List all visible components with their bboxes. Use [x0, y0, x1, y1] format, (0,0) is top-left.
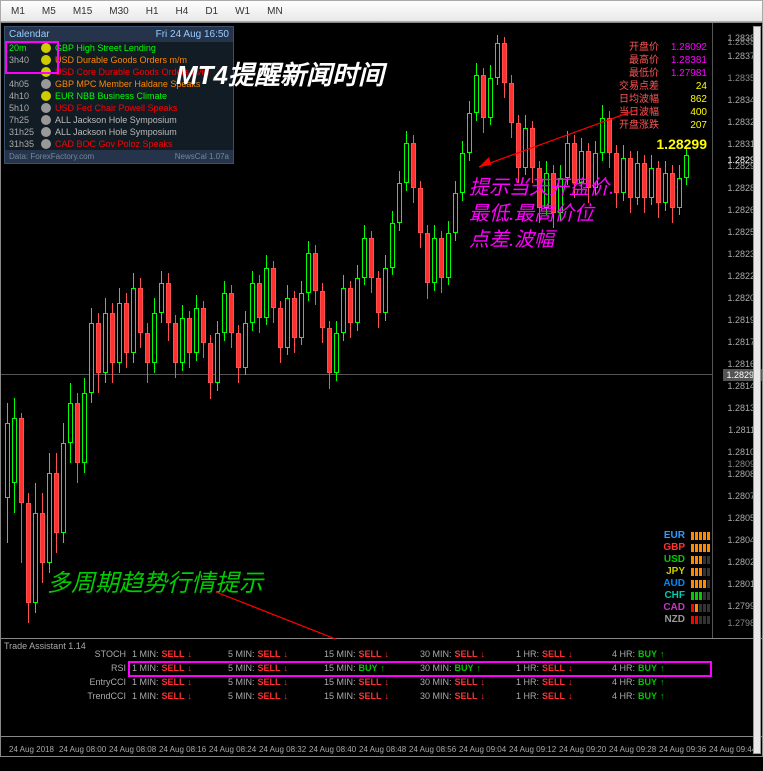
calendar-footer: Data: ForexFactory.com NewsCal 1.07a — [5, 150, 233, 163]
calendar-item[interactable]: 31h35CAD BOC Gov Poloz Speaks — [5, 138, 233, 150]
indicator-row-trendcci: TrendCCI1 MIN:SELL↓5 MIN:SELL↓15 MIN:SEL… — [76, 689, 702, 703]
highlight-box-rsi — [128, 661, 712, 677]
timeframe-m30[interactable]: M30 — [102, 3, 135, 20]
timeframe-h4[interactable]: H4 — [169, 3, 196, 20]
timeframe-toolbar: M1M5M15M30H1H4D1W1MN — [0, 0, 763, 22]
annotation-info: 提示当天开盘价. 最低.最高价位 点差.波幅 — [469, 175, 614, 253]
timeframe-m5[interactable]: M5 — [35, 3, 63, 20]
strength-jpy: JPY — [663, 566, 710, 578]
currency-strength-panel: EURGBPUSDJPYAUDCHFCADNZD — [663, 530, 710, 626]
timeframe-d1[interactable]: D1 — [198, 3, 225, 20]
scrollbar-vertical[interactable] — [753, 26, 761, 754]
calendar-datetime: Fri 24 Aug 16:50 — [156, 29, 229, 40]
calendar-item[interactable]: 31h25ALL Jackson Hole Symposium — [5, 126, 233, 138]
chart-area[interactable]: Calendar Fri 24 Aug 16:50 20mGBP High St… — [0, 22, 763, 639]
calendar-title: Calendar — [9, 29, 50, 40]
calendar-header: Calendar Fri 24 Aug 16:50 — [5, 27, 233, 42]
timeframe-h1[interactable]: H1 — [139, 3, 166, 20]
highlight-box-time — [5, 41, 59, 74]
strength-gbp: GBP — [663, 542, 710, 554]
indicator-title: Trade Assistant 1.14 — [4, 641, 86, 651]
price-info-panel: 开盘价1.28092最高价1.28381最低价1.27981交易点差24日均波幅… — [619, 41, 707, 152]
calendar-item[interactable]: 5h10USD Fed Chair Powell Speaks — [5, 102, 233, 114]
timeframe-mn[interactable]: MN — [260, 3, 290, 20]
annotation-trend: 多周期趋势行情提示 — [47, 563, 263, 598]
calendar-source: Data: ForexFactory.com — [9, 152, 94, 161]
strength-aud: AUD — [663, 578, 710, 590]
calendar-item[interactable]: 7h25ALL Jackson Hole Symposium — [5, 114, 233, 126]
strength-usd: USD — [663, 554, 710, 566]
timeframe-w1[interactable]: W1 — [228, 3, 257, 20]
strength-nzd: NZD — [663, 614, 710, 626]
trade-assistant-panel[interactable]: Trade Assistant 1.14 STOCH1 MIN:SELL↓5 M… — [0, 639, 763, 737]
indicator-row-entrycci: EntryCCI1 MIN:SELL↓5 MIN:SELL↓15 MIN:SEL… — [76, 675, 702, 689]
timeframe-m1[interactable]: M1 — [4, 3, 32, 20]
strength-cad: CAD — [663, 602, 710, 614]
strength-chf: CHF — [663, 590, 710, 602]
annotation-title: MT4提醒新闻时间 — [176, 55, 384, 92]
timeframe-m15[interactable]: M15 — [66, 3, 99, 20]
strength-eur: EUR — [663, 530, 710, 542]
calendar-version: NewsCal 1.07a — [175, 152, 229, 161]
indicator-row-stoch: STOCH1 MIN:SELL↓5 MIN:SELL↓15 MIN:SELL↓3… — [76, 647, 702, 661]
time-axis: 24 Aug 201824 Aug 08:0024 Aug 08:0824 Au… — [0, 737, 763, 757]
